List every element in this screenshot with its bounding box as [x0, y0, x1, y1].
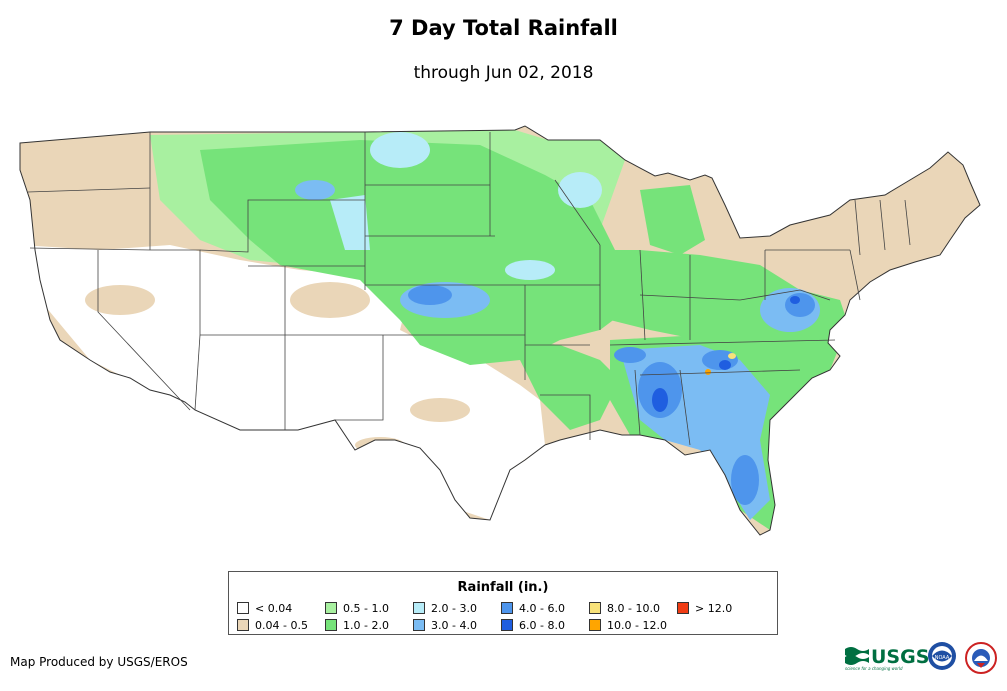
legend-item: > 12.0 [677, 602, 732, 615]
legend-swatch [413, 602, 425, 614]
legend-item: 0.5 - 1.0 [325, 602, 389, 615]
legend-item: 0.04 - 0.5 [237, 619, 308, 632]
legend-swatch [677, 602, 689, 614]
legend-item: 4.0 - 6.0 [501, 602, 565, 615]
legend: Rainfall (in.) < 0.04 0.04 - 0.5 0.5 - 1… [228, 571, 778, 635]
legend-item: 10.0 - 12.0 [589, 619, 667, 632]
legend-title: Rainfall (in.) [457, 580, 549, 595]
rainfall-map [19, 125, 981, 536]
legend-swatch [325, 619, 337, 631]
noaa-wordmark: NOAA [935, 655, 950, 661]
map-title: 7 Day Total Rainfall [389, 16, 618, 40]
legend-swatch [501, 619, 513, 631]
usgs-tagline: science for a changing world [845, 666, 903, 671]
usgs-wordmark: USGS [871, 646, 929, 668]
legend-swatch [325, 602, 337, 614]
legend-item: < 0.04 [237, 602, 292, 615]
legend-swatch [501, 602, 513, 614]
legend-item: 3.0 - 4.0 [413, 619, 477, 632]
map-credit: Map Produced by USGS/EROS [10, 655, 188, 669]
legend-item: 8.0 - 10.0 [589, 602, 660, 615]
noaa-logo: NOAA [928, 642, 956, 670]
usgs-logo: USGS science for a changing world [845, 646, 929, 671]
legend-item: 2.0 - 3.0 [413, 602, 477, 615]
map-subtitle: through Jun 02, 2018 [413, 63, 594, 83]
nws-logo [965, 642, 997, 674]
legend-swatch [237, 602, 249, 614]
legend-item: 1.0 - 2.0 [325, 619, 389, 632]
agency-logos: USGS science for a changing world NOAA [845, 642, 997, 674]
legend-swatch [237, 619, 249, 631]
legend-swatch [589, 602, 601, 614]
legend-swatch [413, 619, 425, 631]
legend-item: 6.0 - 8.0 [501, 619, 565, 632]
legend-swatch [589, 619, 601, 631]
